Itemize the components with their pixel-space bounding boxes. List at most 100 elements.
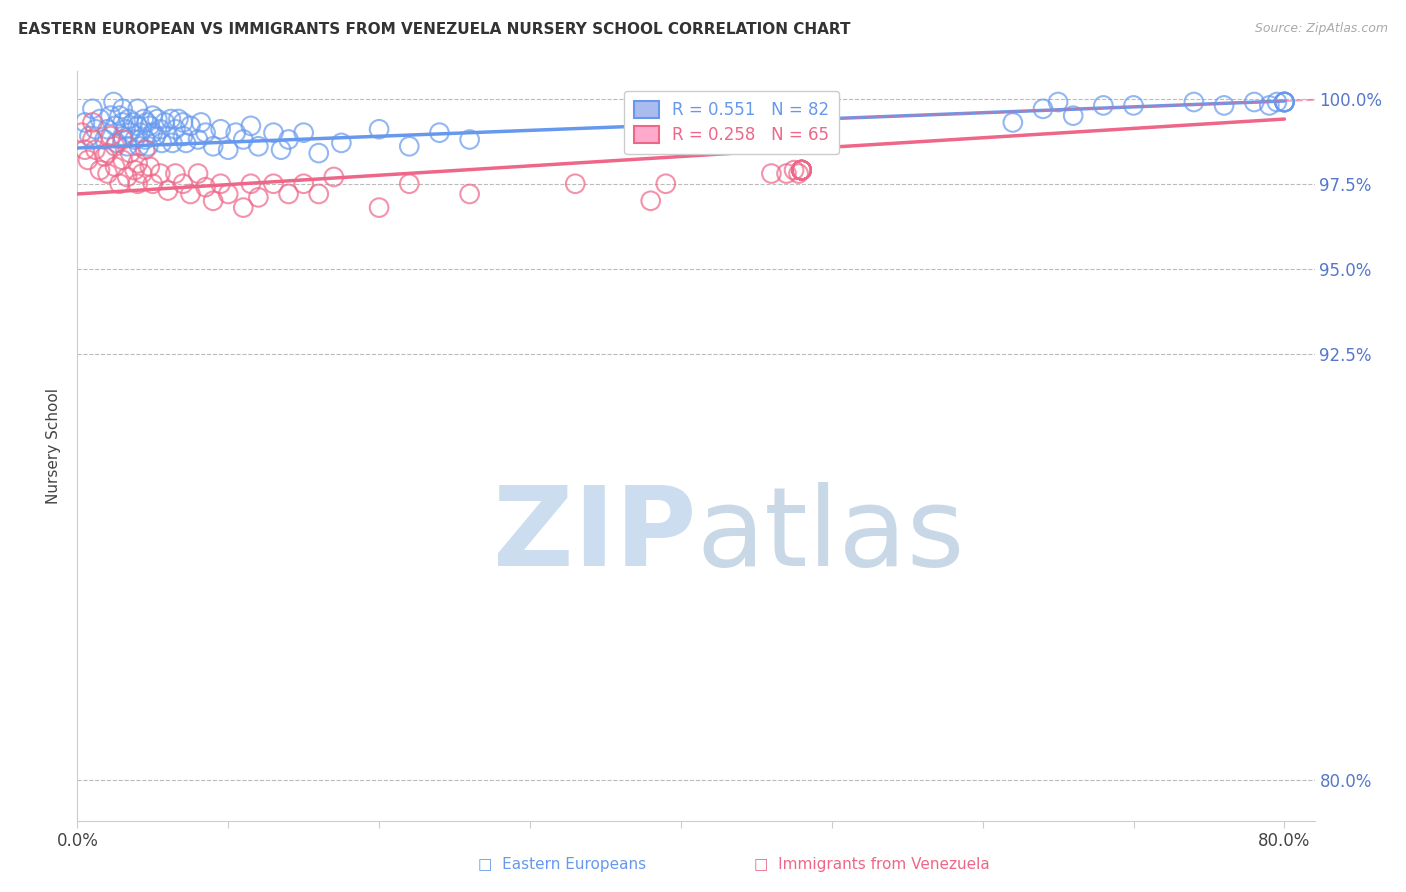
Point — [277, 132, 299, 146]
Point — [139, 160, 162, 174]
Point — [179, 119, 201, 133]
Point — [111, 115, 134, 129]
Point — [263, 177, 285, 191]
Point — [187, 132, 209, 146]
Point — [128, 139, 150, 153]
Point — [564, 177, 586, 191]
Point — [194, 180, 217, 194]
Point — [167, 112, 190, 126]
Point — [790, 163, 813, 178]
Point — [174, 136, 197, 150]
Point — [165, 122, 187, 136]
Point — [790, 163, 813, 178]
Point — [187, 167, 209, 181]
Point — [270, 143, 292, 157]
Point — [239, 119, 262, 133]
Point — [172, 177, 194, 191]
Point — [322, 169, 344, 184]
Point — [73, 143, 96, 157]
Point — [790, 163, 813, 178]
Point — [292, 177, 315, 191]
Point — [655, 177, 678, 191]
Point — [1213, 98, 1236, 112]
Point — [79, 129, 101, 144]
Point — [209, 122, 232, 136]
Point — [790, 163, 813, 178]
Point — [150, 136, 173, 150]
Point — [70, 126, 93, 140]
Point — [790, 163, 813, 178]
Point — [179, 186, 201, 201]
Point — [247, 190, 270, 204]
Point — [111, 153, 134, 167]
Point — [142, 109, 165, 123]
Point — [89, 112, 111, 126]
Point — [790, 163, 813, 178]
Point — [790, 163, 813, 178]
Point — [160, 112, 183, 126]
Point — [73, 115, 96, 129]
Y-axis label: Nursery School: Nursery School — [46, 388, 62, 504]
Text: EASTERN EUROPEAN VS IMMIGRANTS FROM VENEZUELA NURSERY SCHOOL CORRELATION CHART: EASTERN EUROPEAN VS IMMIGRANTS FROM VENE… — [18, 22, 851, 37]
Point — [239, 177, 262, 191]
Point — [134, 132, 156, 146]
Point — [122, 115, 145, 129]
Point — [1258, 98, 1281, 112]
Point — [108, 177, 131, 191]
Point — [1274, 95, 1296, 109]
Text: □  Eastern Europeans: □ Eastern Europeans — [478, 857, 647, 872]
Point — [96, 122, 118, 136]
Point — [142, 126, 165, 140]
Point — [165, 167, 187, 181]
Point — [82, 115, 104, 129]
Point — [149, 122, 172, 136]
Point — [190, 115, 212, 129]
Point — [1062, 109, 1084, 123]
Point — [398, 139, 420, 153]
Point — [156, 129, 179, 144]
Point — [292, 126, 315, 140]
Point — [162, 136, 184, 150]
Point — [127, 177, 149, 191]
Point — [104, 119, 127, 133]
Point — [1032, 102, 1054, 116]
Point — [790, 163, 813, 178]
Point — [153, 115, 176, 129]
Point — [120, 146, 142, 161]
Point — [127, 156, 149, 170]
Point — [202, 139, 225, 153]
Point — [1001, 115, 1024, 129]
Point — [209, 177, 232, 191]
Point — [156, 184, 179, 198]
Point — [135, 115, 157, 129]
Point — [93, 149, 115, 163]
Point — [142, 177, 165, 191]
Point — [131, 167, 153, 181]
Point — [108, 109, 131, 123]
Point — [1243, 95, 1265, 109]
Point — [120, 126, 142, 140]
Point — [93, 132, 115, 146]
Point — [308, 186, 330, 201]
Point — [1122, 98, 1144, 112]
Point — [96, 146, 118, 161]
Point — [1265, 95, 1288, 109]
Point — [277, 186, 299, 201]
Point — [232, 132, 254, 146]
Text: Source: ZipAtlas.com: Source: ZipAtlas.com — [1254, 22, 1388, 36]
Point — [117, 112, 139, 126]
Point — [217, 143, 239, 157]
Point — [96, 167, 118, 181]
Point — [458, 186, 481, 201]
Point — [139, 119, 162, 133]
Point — [172, 129, 194, 144]
Point — [790, 163, 813, 178]
Point — [127, 102, 149, 116]
Point — [124, 132, 146, 146]
Point — [202, 194, 225, 208]
Point — [783, 163, 806, 178]
Point — [398, 177, 420, 191]
Point — [790, 163, 813, 178]
Point — [775, 167, 797, 181]
Point — [790, 163, 813, 178]
